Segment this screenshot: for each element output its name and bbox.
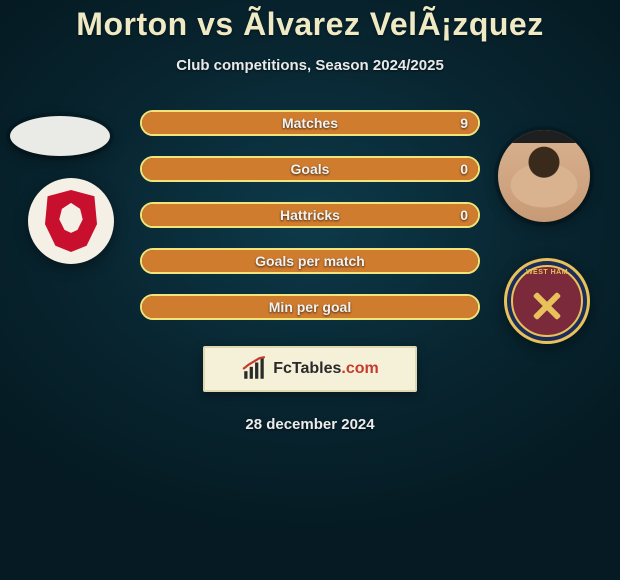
stat-label: Goals — [291, 161, 330, 177]
stat-label: Matches — [282, 115, 338, 131]
hammers-icon — [527, 285, 567, 325]
crest-text: WEST HAM — [526, 269, 568, 276]
stat-row: Min per goal — [140, 294, 480, 320]
stat-row: Goals 0 — [140, 156, 480, 182]
stat-value-right: 0 — [460, 161, 468, 177]
stat-value-right: 9 — [460, 115, 468, 131]
player-left-portrait — [10, 116, 110, 156]
liverpool-shield-icon — [45, 190, 97, 252]
stat-row: Matches 9 — [140, 110, 480, 136]
stat-label: Goals per match — [255, 253, 365, 269]
logo-text-tld: .com — [341, 360, 378, 377]
stat-fill-right — [310, 158, 478, 180]
stat-label: Min per goal — [269, 299, 351, 315]
date-label: 28 december 2024 — [245, 416, 374, 433]
comparison-title: Morton vs Ãlvarez VelÃ¡zquez — [76, 6, 543, 43]
fctables-logo: FcTables.com — [203, 346, 417, 392]
logo-text: FcTables.com — [273, 360, 379, 378]
stat-row: Hattricks 0 — [140, 202, 480, 228]
chart-icon — [241, 356, 267, 382]
card: Morton vs Ãlvarez VelÃ¡zquez Club compet… — [0, 0, 620, 580]
player-right-portrait — [498, 130, 590, 222]
stat-fill-left — [142, 158, 310, 180]
stat-row: Goals per match — [140, 248, 480, 274]
logo-text-main: FcTables — [273, 360, 341, 377]
club-left-crest — [28, 178, 114, 264]
stat-rows: Matches 9 Goals 0 Hattricks 0 Goals per match M… — [140, 110, 480, 320]
club-right-crest: WEST HAM — [504, 258, 590, 344]
stat-value-right: 0 — [460, 207, 468, 223]
season-subtitle: Club competitions, Season 2024/2025 — [176, 57, 444, 74]
stat-label: Hattricks — [280, 207, 340, 223]
